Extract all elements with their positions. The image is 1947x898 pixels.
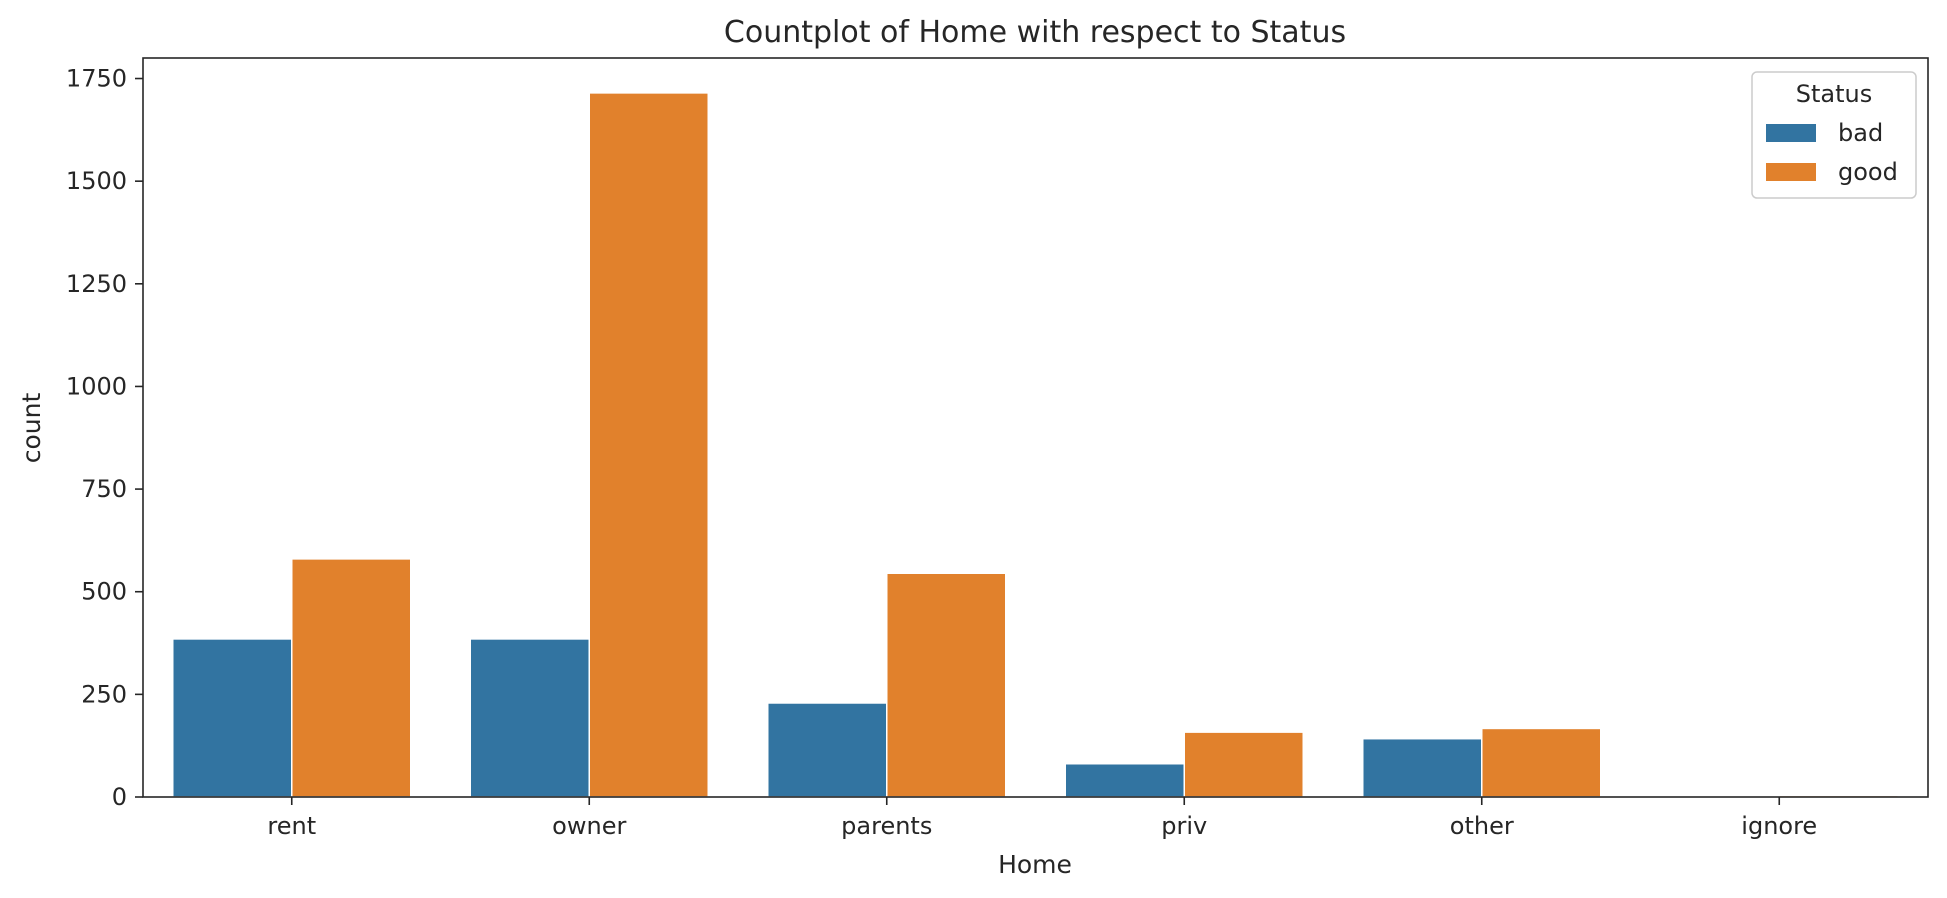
legend-label-bad: bad — [1838, 119, 1883, 147]
y-tick-label: 0 — [112, 783, 127, 811]
bar-priv-good — [1183, 731, 1304, 798]
y-tick-label: 1500 — [66, 167, 127, 195]
y-tick-label: 250 — [81, 680, 127, 708]
bar-owner-bad — [469, 638, 590, 798]
y-tick-label: 750 — [81, 475, 127, 503]
y-tick-label: 500 — [81, 578, 127, 606]
x-tick-label: rent — [267, 812, 316, 840]
bar-rent-good — [291, 558, 412, 798]
y-axis-label: count — [17, 393, 46, 464]
x-tick-label: ignore — [1741, 812, 1817, 840]
legend-swatch-good — [1766, 163, 1816, 181]
legend-title: Status — [1796, 80, 1872, 108]
bar-other-good — [1481, 727, 1602, 798]
x-tick-label: owner — [552, 812, 626, 840]
y-tick-label: 1750 — [66, 65, 127, 93]
chart-title: Countplot of Home with respect to Status — [724, 15, 1346, 50]
bar-parents-good — [886, 572, 1007, 798]
x-axis: rent owner parents priv other ignore — [267, 797, 1817, 840]
y-axis: 0 250 500 750 1000 1250 1500 1750 — [66, 65, 143, 811]
x-axis-label: Home — [998, 850, 1072, 879]
x-tick-label: priv — [1161, 812, 1207, 840]
bar-rent-bad — [172, 638, 293, 798]
legend: Status bad good — [1751, 71, 1917, 199]
bar-owner-good — [588, 92, 709, 798]
plot-frame — [142, 57, 1929, 798]
x-tick-label: parents — [841, 812, 932, 840]
legend-swatch-bad — [1766, 124, 1816, 142]
y-tick-label: 1250 — [66, 270, 127, 298]
legend-label-good: good — [1838, 158, 1898, 186]
bar-parents-bad — [767, 702, 888, 798]
bar-other-bad — [1362, 737, 1483, 798]
bar-priv-bad — [1064, 762, 1185, 798]
bars-layer — [172, 92, 1899, 798]
x-tick-label: other — [1450, 812, 1514, 840]
y-tick-label: 1000 — [66, 372, 127, 400]
